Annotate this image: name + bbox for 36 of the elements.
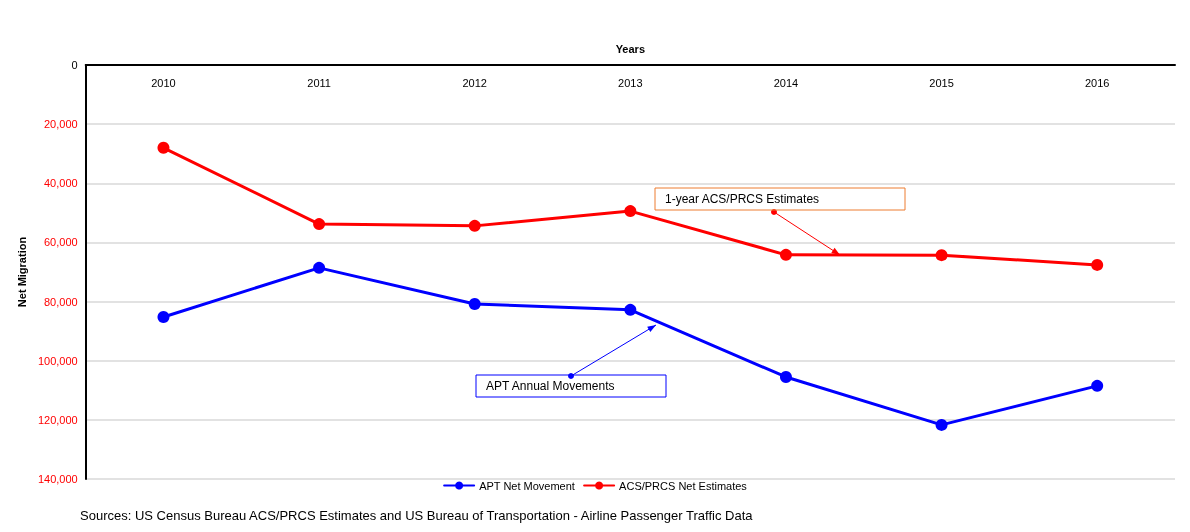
- source-note: Sources: US Census Bureau ACS/PRCS Estimates and US Bureau of Transportation - Airline Passenger Traffic Data: [80, 508, 754, 523]
- point: [1091, 258, 1104, 271]
- x-tick-label: 2014: [773, 76, 799, 89]
- point: [935, 418, 948, 431]
- point: [624, 303, 637, 316]
- legend-label: ACS/PRCS Net Estimates: [619, 479, 748, 492]
- point: [935, 249, 948, 262]
- y-tick-label: 120,000: [37, 413, 78, 426]
- legend-label: APT Net Movement: [479, 479, 575, 492]
- point: [1091, 379, 1104, 392]
- y-tick-label: 20,000: [44, 118, 78, 131]
- x-tick-label: 2015: [929, 76, 954, 89]
- y-tick-label: 140,000: [37, 473, 78, 485]
- x-tick-label: 2010: [151, 76, 176, 89]
- point: [157, 141, 170, 154]
- x-tick-label: 2011: [307, 76, 331, 89]
- point: [624, 205, 637, 218]
- point: [468, 219, 481, 232]
- y-tick-label: 100,000: [37, 354, 78, 367]
- point: [313, 261, 326, 274]
- y-tick-label: 0: [71, 59, 78, 71]
- point: [157, 310, 170, 323]
- x-tick-label: 2016: [1084, 76, 1110, 89]
- x-tick-label: 2012: [462, 76, 487, 89]
- x-axis-title: Years: [615, 42, 646, 55]
- point: [468, 297, 481, 310]
- point: [779, 370, 792, 383]
- point: [313, 218, 326, 231]
- annotation: 1-year ACS/PRCS Estimates: [665, 192, 820, 206]
- y-tick-label: 40,000: [44, 177, 78, 190]
- y-tick-label: 60,000: [44, 236, 78, 249]
- y-axis-title: Net Migration: [15, 236, 28, 308]
- point: [779, 248, 792, 261]
- annotation: APT Annual Movements: [486, 379, 615, 393]
- y-tick-label: 80,000: [44, 295, 78, 308]
- x-tick-label: 2013: [618, 76, 643, 89]
